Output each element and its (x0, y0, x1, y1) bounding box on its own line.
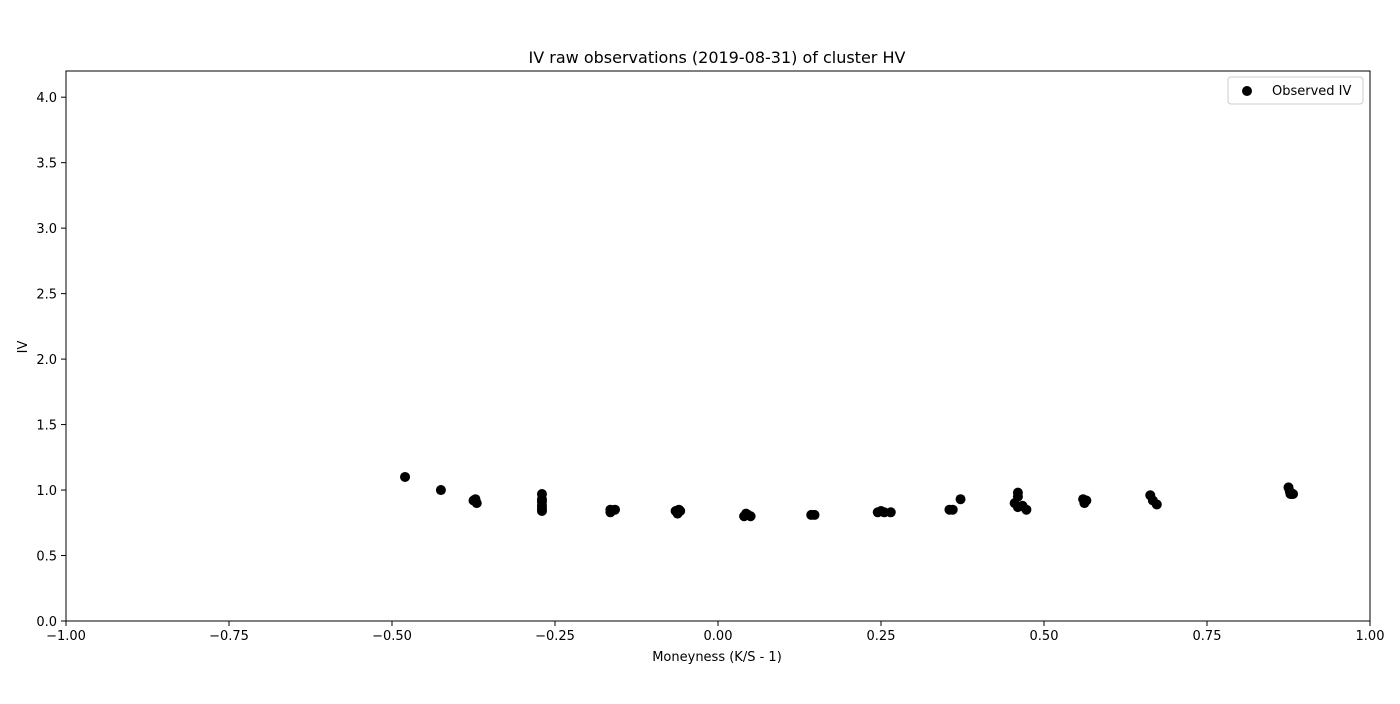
plot-frame (65, 70, 1371, 622)
points-layer (400, 471, 1299, 522)
legend-box (1227, 76, 1364, 105)
y-axis: 0.0 0.5 1.0 1.5 2.0 2.5 3.0 3.5 4.0 (36, 91, 66, 630)
x-axis: −1.00 −0.75 −0.50 −0.25 0.00 0.25 0.50 0.75 1.00 (46, 621, 1384, 644)
data-point (947, 504, 958, 515)
data-point (1012, 491, 1023, 502)
data-point (809, 509, 820, 520)
y-tick-label: 1.0 (36, 484, 57, 499)
data-point (955, 494, 966, 505)
y-tick-label: 1.5 (36, 419, 57, 434)
data-point (609, 504, 620, 515)
legend-label: Observed IV (1272, 84, 1352, 99)
x-tick-label: 1.00 (1356, 629, 1385, 644)
y-tick-label: 2.0 (36, 353, 57, 368)
x-tick-label: −0.25 (535, 629, 575, 644)
data-point (1081, 495, 1092, 506)
x-tick-label: 0.50 (1030, 629, 1059, 644)
y-tick-label: 3.0 (36, 222, 57, 237)
y-tick-label: 2.5 (36, 288, 57, 303)
data-point (1021, 504, 1032, 515)
y-tick-label: 3.5 (36, 157, 57, 172)
data-point (400, 471, 411, 482)
x-tick-label: 0.00 (704, 629, 733, 644)
data-point (675, 506, 686, 516)
data-point (435, 485, 446, 496)
legend: Observed IV (1227, 76, 1364, 105)
y-axis-label: IV (16, 341, 31, 354)
y-tick-label: 0.0 (36, 615, 57, 630)
y-tick-label: 0.5 (36, 550, 57, 565)
y-tick-label: 4.0 (36, 91, 57, 106)
x-tick-label: −0.75 (209, 629, 249, 644)
data-point (885, 507, 896, 518)
legend-marker (1242, 86, 1252, 96)
data-point (1151, 499, 1162, 510)
x-axis-label: Moneyness (K/S - 1) (652, 650, 782, 665)
x-tick-label: −1.00 (46, 629, 86, 644)
x-tick-label: −0.50 (372, 629, 412, 644)
data-point (745, 511, 756, 522)
x-tick-label: 0.75 (1193, 629, 1222, 644)
x-tick-label: 0.25 (867, 629, 896, 644)
chart-title: IV raw observations (2019-08-31) of clus… (529, 48, 906, 67)
data-point (536, 506, 547, 516)
data-point (471, 498, 482, 509)
data-point (1288, 488, 1299, 499)
